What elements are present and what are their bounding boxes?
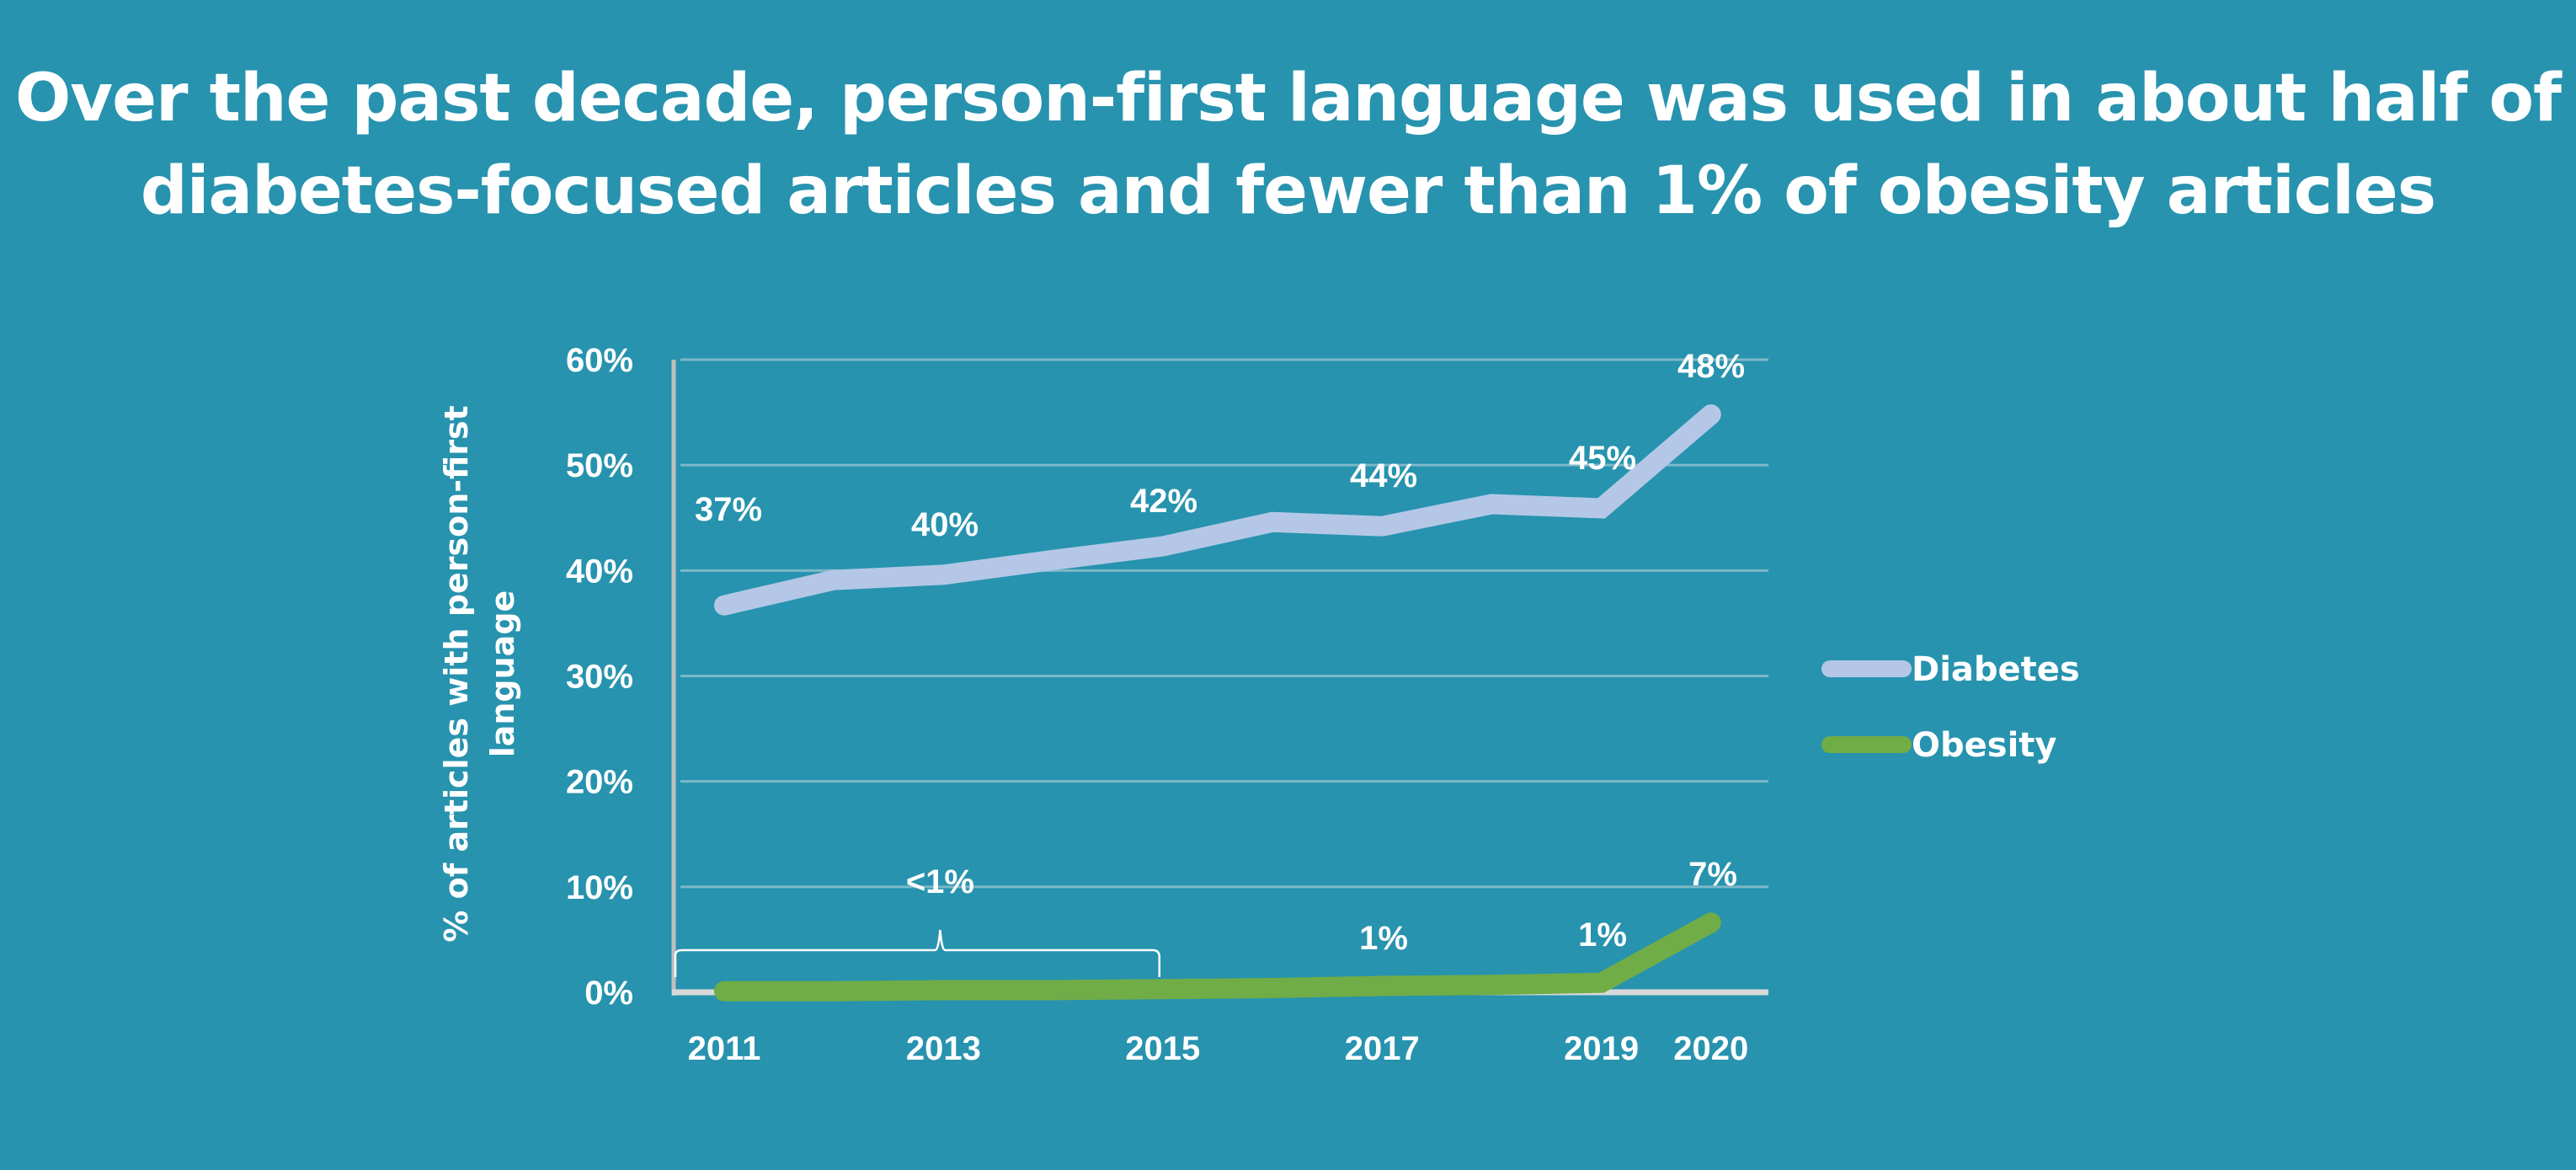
y-tick-label: 10% xyxy=(566,869,633,906)
y-tick-label: 20% xyxy=(566,764,633,801)
y-axis-label-line-1: % of articles with person-first xyxy=(438,405,475,942)
data-label-diabetes: 44% xyxy=(1350,457,1417,494)
series-lines xyxy=(714,404,1721,1002)
y-tick-label: 60% xyxy=(566,342,633,379)
y-tick-label: 30% xyxy=(566,659,633,696)
data-label-diabetes: 40% xyxy=(911,506,979,543)
y-tick-labels: 0% 10% 20% 30% 40% 50% 60% xyxy=(566,342,633,1012)
y-tick-label: 0% xyxy=(584,975,633,1012)
series-line-obesity xyxy=(714,912,1721,1002)
chart-title: Over the past decade, person-first langu… xyxy=(0,52,2576,238)
legend: Diabetes Obesity xyxy=(1821,650,2080,765)
x-tick-label: 2011 xyxy=(688,1030,761,1067)
series-line-diabetes xyxy=(714,404,1721,616)
y-tick-label: 50% xyxy=(566,447,633,484)
data-label-obesity: <1% xyxy=(906,863,974,900)
x-tick-label: 2015 xyxy=(1125,1030,1200,1067)
y-axis-label-line-2: language xyxy=(484,590,521,758)
chart-title-line-1: Over the past decade, person-first langu… xyxy=(14,61,2562,136)
data-labels: 37% 40% 42% 44% 45% 48% <1% 1% 1% 7% xyxy=(695,348,1745,957)
legend-label-obesity: Obesity xyxy=(1912,726,2056,765)
data-label-obesity: 1% xyxy=(1578,916,1627,954)
bracket-line xyxy=(674,929,1161,977)
x-tick-label: 2019 xyxy=(1564,1030,1639,1067)
x-tick-label: 2020 xyxy=(1673,1030,1748,1067)
data-label-diabetes: 37% xyxy=(695,491,762,528)
data-label-diabetes: 48% xyxy=(1677,348,1745,385)
x-tick-label: 2017 xyxy=(1345,1030,1420,1067)
x-tick-label: 2013 xyxy=(906,1030,981,1067)
data-label-obesity: 1% xyxy=(1359,920,1408,957)
data-label-obesity: 7% xyxy=(1688,856,1737,893)
legend-label-diabetes: Diabetes xyxy=(1912,650,2080,689)
obesity-bracket-annotation xyxy=(674,929,1161,977)
gridlines xyxy=(680,358,1768,889)
data-label-diabetes: 45% xyxy=(1569,440,1636,477)
chart-title-line-2: diabetes-focused articles and fewer than… xyxy=(140,153,2436,229)
data-label-diabetes: 42% xyxy=(1130,483,1197,520)
x-tick-labels: 2011 2013 2015 2017 2019 2020 xyxy=(688,1030,1749,1067)
y-tick-label: 40% xyxy=(566,553,633,590)
